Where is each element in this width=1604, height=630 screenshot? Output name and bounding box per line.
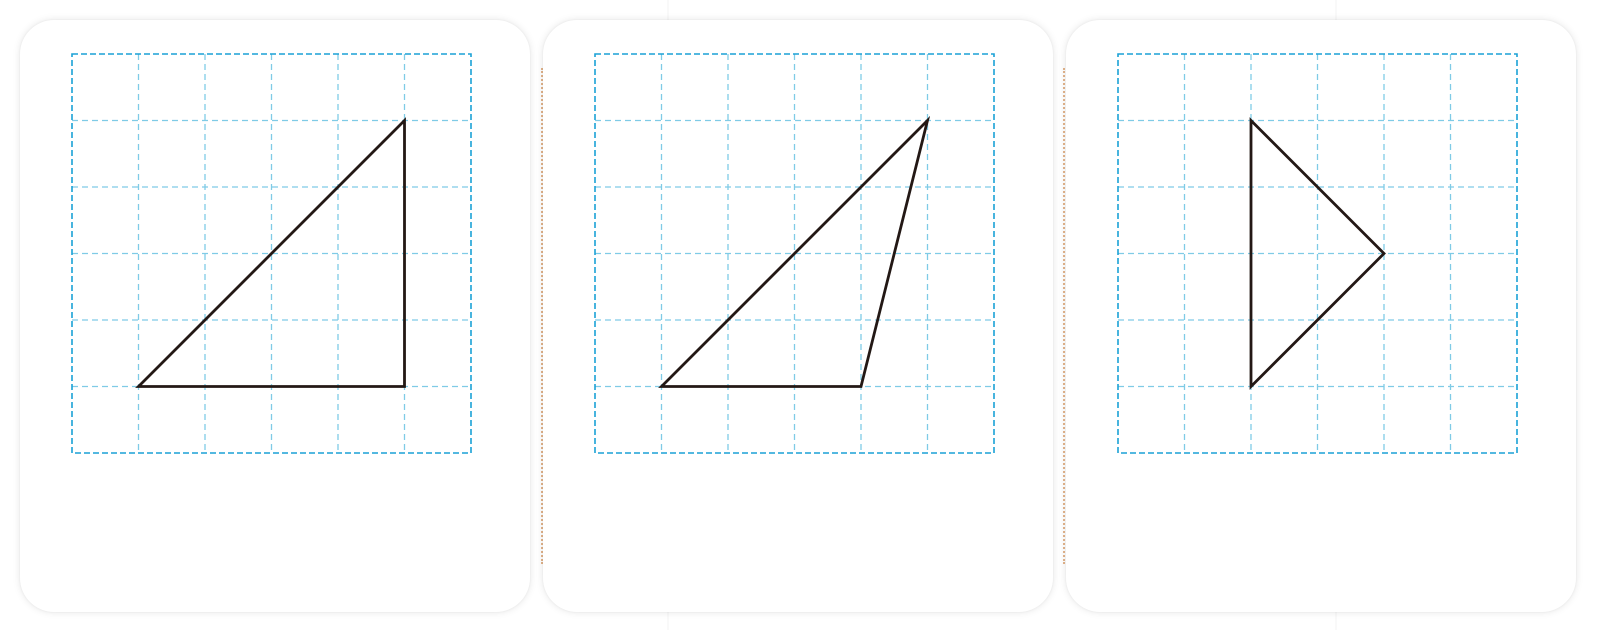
triangle-shape bbox=[135, 117, 406, 388]
grid-border bbox=[1117, 53, 1518, 454]
card-3 bbox=[1066, 20, 1576, 612]
grid-border bbox=[594, 53, 995, 454]
divider-1 bbox=[541, 68, 543, 564]
triangle-shape bbox=[1249, 117, 1386, 390]
grid-diagram-1 bbox=[71, 53, 472, 454]
card-1 bbox=[20, 20, 530, 612]
card-2 bbox=[543, 20, 1053, 612]
grid-diagram-2 bbox=[594, 53, 995, 454]
grid-diagram-3 bbox=[1117, 53, 1518, 454]
grid-lines bbox=[1118, 54, 1517, 453]
divider-2 bbox=[1063, 68, 1065, 564]
triangle-shape bbox=[658, 115, 931, 388]
grid-border bbox=[71, 53, 472, 454]
